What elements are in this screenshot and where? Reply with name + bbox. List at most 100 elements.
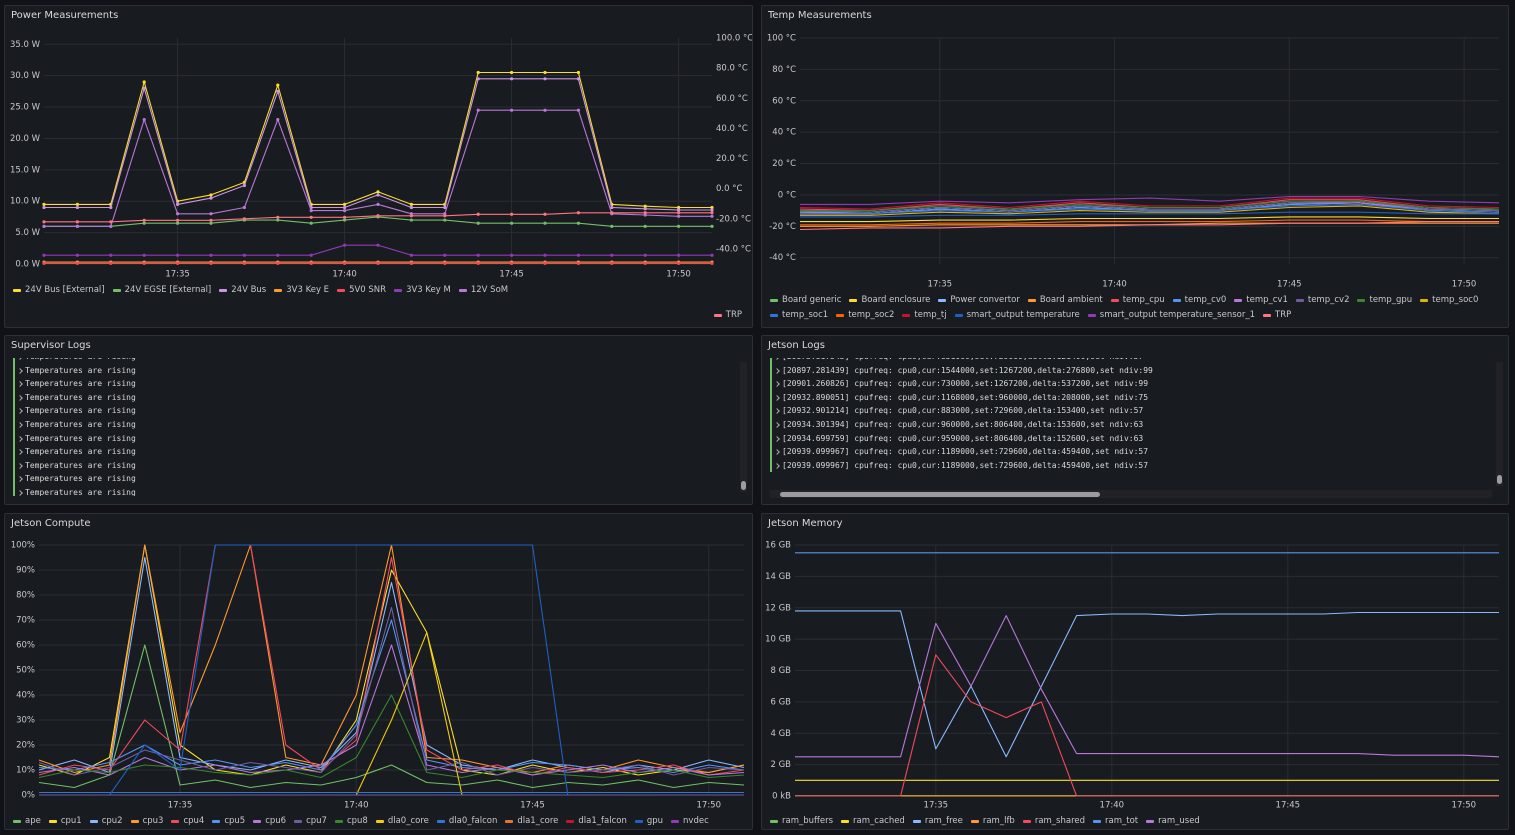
legend-swatch: [849, 298, 858, 302]
legend-swatch: [334, 819, 343, 823]
panel-title: Supervisor Logs: [11, 340, 91, 351]
log-line: [20939.099967] cpufreq: cpu0,cur:1189000…: [770, 445, 1492, 459]
data-point: [75, 205, 79, 210]
legend-item: cpu3: [130, 816, 163, 826]
series-line: [800, 200, 1500, 212]
data-point: [677, 211, 681, 215]
panel-title: Power Measurements: [11, 10, 119, 21]
log-line: Temperatures are rising: [13, 472, 736, 486]
legend-label: cpu1: [60, 816, 82, 826]
data-point: [309, 261, 313, 265]
y-tick-label: 20.0 W: [10, 134, 41, 144]
data-point: [376, 193, 380, 197]
legend-label: smart_output temperature: [966, 310, 1080, 320]
legend-label: gpu: [646, 816, 664, 826]
legend-label: Power convertor: [950, 295, 1020, 305]
data-point: [643, 253, 647, 257]
data-point: [343, 243, 347, 247]
legend-label: ram_lfb: [982, 816, 1015, 826]
legend-label: cpu5: [224, 816, 246, 826]
series-line: [800, 219, 1499, 226]
scrollbar[interactable]: [770, 490, 1492, 498]
series-line: [795, 610, 1499, 758]
data-point: [643, 207, 647, 211]
data-point: [543, 253, 547, 257]
legend-label: dla0_core: [387, 816, 429, 826]
data-point: [309, 253, 313, 257]
legend-swatch: [954, 313, 963, 317]
data-point: [242, 205, 246, 210]
data-point: [109, 224, 113, 228]
data-point: [276, 215, 280, 219]
scrollbar[interactable]: [740, 362, 747, 492]
chart: 0% 10% 20% 30% 40% 50% 60% 70% 80% 90% 100% 17:35 17…: [11, 541, 745, 811]
scrollbar[interactable]: [1496, 362, 1503, 486]
data-point: [209, 212, 213, 216]
data-point: [142, 80, 146, 84]
data-point: [242, 183, 246, 188]
data-point: [510, 77, 514, 81]
data-point: [643, 261, 647, 265]
legend-item: TRP: [713, 310, 742, 320]
log-line: [20932.890051] cpufreq: cpu0,cur:1168000…: [770, 390, 1492, 405]
log-line: [20932.901214] cpufreq: cpu0,cur:883000,…: [770, 404, 1492, 418]
legend-item: cpu2: [89, 816, 123, 826]
legend-item: temp_cv0: [1172, 295, 1226, 305]
series-line: [38, 644, 745, 789]
legend-swatch: [1087, 313, 1096, 317]
data-point: [710, 224, 714, 228]
y-tick-label: -40 °C: [769, 253, 796, 263]
legend-label: 24V Bus [External]: [25, 285, 105, 295]
legend-swatch: [1093, 819, 1102, 823]
data-point: [476, 212, 480, 216]
legend-label: nvdec: [683, 816, 709, 826]
data-point: [576, 211, 581, 215]
x-tick-label: 17:35: [165, 270, 190, 280]
data-point: [376, 243, 380, 247]
panel-title: Jetson Logs: [768, 340, 825, 351]
legend-label: 5V0 SNR: [349, 285, 387, 295]
data-point: [343, 209, 347, 213]
y-tick-label: 20 °C: [772, 159, 796, 169]
data-point: [242, 261, 246, 265]
data-point: [142, 253, 146, 257]
data-point: [710, 214, 714, 218]
legend-label: ram_free: [924, 816, 963, 826]
y-tick-label: 30.0 W: [10, 71, 41, 81]
y-tick-label: 50%: [16, 666, 35, 676]
legend-item: dla1_core: [505, 816, 558, 826]
y-tick-label: 8 GB: [770, 666, 791, 676]
legend-item: ram_cached: [841, 816, 905, 826]
y-tick-label: 100 °C: [767, 34, 796, 44]
legend-label: dla0_falcon: [448, 816, 498, 826]
legend-item: Board generic: [770, 295, 841, 305]
legend-item: 5V0 SNR: [337, 285, 386, 295]
legend-item: 3V3 Key M: [394, 285, 451, 295]
legend-label: Board enclosure: [861, 295, 931, 305]
x-tick-label: 17:50: [1452, 801, 1477, 811]
data-point: [176, 218, 180, 222]
data-point: [75, 261, 79, 265]
data-point: [610, 261, 614, 265]
data-point: [677, 214, 681, 218]
data-point: [75, 224, 79, 228]
legend-swatch: [970, 819, 979, 823]
y-tick-label: 60.0 °C: [716, 94, 748, 104]
legend-label: Board generic: [782, 295, 842, 305]
legend-swatch: [505, 819, 514, 823]
legend-swatch: [1146, 819, 1155, 823]
legend-item: 24V EGSE [External]: [112, 285, 211, 295]
data-point: [476, 221, 480, 225]
chart: -40 °C -20 °C 0 °C 20 °C 40 °C 60 °C 80 °C 100 …: [767, 34, 1500, 290]
series-line: [800, 216, 1499, 223]
series-line: [38, 619, 745, 774]
y-tick-label: 0.0 °C: [716, 184, 742, 194]
legend-item: TRP: [1263, 310, 1291, 320]
log-line: Temperatures are rising: [13, 363, 736, 378]
legend-label: temp_cv2: [1307, 295, 1350, 305]
x-tick-label: 17:35: [928, 280, 953, 290]
data-point: [677, 208, 681, 212]
legend-item: smart_output temperature: [954, 310, 1080, 320]
compute-panel: 0% 10% 20% 30% 40% 50% 60% 70% 80% 90% 100% 17:35 17…: [4, 513, 753, 830]
